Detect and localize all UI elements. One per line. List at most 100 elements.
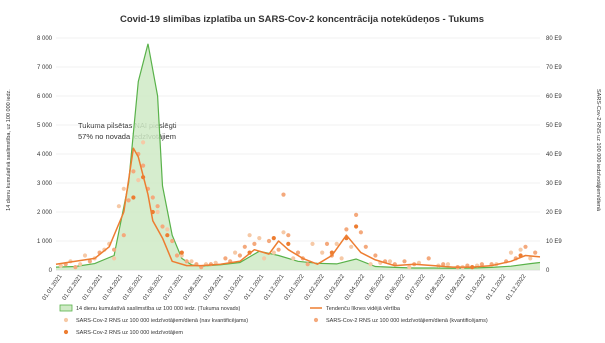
- data-point: [305, 262, 310, 267]
- data-point: [165, 233, 170, 238]
- data-point: [528, 256, 533, 261]
- data-point: [252, 241, 257, 246]
- y-tick-right: 70 E9: [546, 65, 562, 71]
- x-tick: 01.06.2021: [142, 273, 165, 302]
- data-point: [262, 256, 267, 261]
- data-point: [286, 233, 291, 238]
- data-point: [523, 244, 528, 249]
- y-axis-right-label: SARS-Cov-2 RNS uz 100 000 iedzīvotājiem/…: [595, 89, 601, 212]
- x-tick: 01.11.2022: [485, 273, 507, 301]
- legend-label: SARS-Cov-2 RNS uz 100 000 iedzīvotājiem/…: [76, 318, 248, 324]
- series-area-fill: [56, 43, 540, 270]
- data-point: [179, 253, 184, 258]
- data-point: [266, 238, 272, 244]
- legend-item: SARS-Cov-2 RNS uz 100 000 iedzīvotājiem: [63, 329, 183, 336]
- data-point: [426, 256, 431, 261]
- y-tick-right: 60 E9: [546, 94, 562, 100]
- data-point: [150, 195, 155, 200]
- data-point: [121, 233, 126, 238]
- data-point: [344, 227, 349, 232]
- y-tick-left: 1 000: [37, 239, 53, 245]
- y-tick-right: 20 E9: [546, 210, 562, 216]
- data-point: [126, 198, 131, 203]
- data-point: [141, 140, 146, 145]
- legend: 14 dienu kumulatīvā saslimstība uz 100 0…: [59, 304, 488, 336]
- data-point: [233, 250, 238, 255]
- data-point: [189, 259, 194, 264]
- data-point: [334, 241, 339, 246]
- data-point: [257, 236, 262, 241]
- legend-label: 14 dienu kumulatīvā saslimstība uz 100 0…: [76, 306, 240, 312]
- y-axis-right-ticks: 0 10 E9 20 E9 30 E9 40 E9 50 E9 60 E9 70 E9 80 E…: [546, 36, 562, 274]
- y-tick-left: 0: [49, 268, 53, 274]
- data-point: [310, 241, 315, 246]
- data-point: [87, 259, 92, 264]
- data-point: [368, 262, 373, 267]
- data-point: [445, 262, 451, 267]
- legend-swatch: [59, 304, 73, 312]
- data-point: [121, 186, 126, 191]
- x-tick: 01.04.2021: [102, 273, 125, 302]
- y-tick-right: 0: [546, 268, 550, 274]
- y-tick-right: 80 E9: [546, 36, 562, 42]
- data-point: [155, 204, 160, 209]
- legend-label: SARS-Cov-2 RNS uz 100 000 iedzīvotājiem: [76, 330, 183, 336]
- y-axis-left-ticks: 0 1 000 2 000 3 000 4 000 5 000 6 000 7 000 8 00…: [37, 36, 53, 274]
- legend-item: Tendenču līknes vidējā vērtība: [310, 306, 401, 312]
- data-point: [116, 204, 121, 209]
- x-tick: 01.05.2021: [122, 273, 145, 302]
- x-tick: 01.09.2022: [445, 273, 468, 302]
- annotation-line-2: 57% no novada iedzīvotājiem: [78, 132, 176, 141]
- data-point: [349, 244, 354, 249]
- data-point: [339, 256, 344, 261]
- data-point: [112, 256, 117, 261]
- x-tick: 01.11.2021: [243, 273, 265, 301]
- y-tick-left: 3 000: [37, 181, 53, 187]
- data-point: [271, 236, 276, 241]
- data-point: [271, 250, 276, 255]
- data-point: [242, 244, 247, 249]
- data-point: [174, 253, 180, 258]
- data-point: [281, 192, 286, 197]
- data-point: [363, 244, 368, 249]
- data-point: [165, 227, 170, 232]
- x-tick: 01.02.2022: [304, 273, 327, 302]
- data-point: [402, 259, 407, 264]
- data-point: [223, 256, 228, 261]
- data-point: [179, 250, 184, 255]
- legend-item: 14 dienu kumulatīvā saslimstība uz 100 0…: [59, 304, 240, 312]
- x-tick: 01.04.2022: [344, 273, 367, 302]
- data-point: [286, 241, 291, 246]
- y-tick-right: 50 E9: [546, 123, 562, 129]
- y-tick-left: 5 000: [37, 123, 53, 129]
- data-point: [276, 247, 281, 252]
- legend-item: SARS-Cov-2 RNS uz 100 000 iedzīvotājiem/…: [313, 317, 488, 324]
- data-point: [136, 178, 141, 183]
- data-point: [131, 169, 136, 174]
- x-tick: 01.07.2022: [405, 273, 428, 302]
- x-tick: 01.01.2022: [284, 273, 307, 302]
- data-point: [291, 256, 296, 261]
- y-tick-right: 10 E9: [546, 239, 562, 245]
- data-point: [373, 253, 378, 258]
- x-tick: 01.03.2021: [82, 273, 105, 302]
- data-point: [533, 250, 538, 255]
- y-tick-left: 6 000: [37, 94, 53, 100]
- legend-swatch: [63, 317, 69, 323]
- data-point: [78, 262, 83, 267]
- data-point: [387, 259, 393, 264]
- data-point: [518, 247, 523, 252]
- legend-swatch: [63, 329, 69, 335]
- data-point: [131, 195, 136, 200]
- data-point: [155, 209, 160, 215]
- data-point: [58, 263, 63, 268]
- legend-item: SARS-Cov-2 RNS uz 100 000 iedzīvotājiem/…: [63, 317, 248, 324]
- y-tick-left: 7 000: [37, 65, 53, 71]
- data-point: [354, 224, 359, 229]
- x-tick: 01.12.2022: [505, 273, 528, 302]
- y-tick-left: 8 000: [37, 36, 53, 42]
- data-point: [479, 262, 484, 267]
- data-point: [358, 230, 363, 235]
- legend-label: Tendenču līknes vidējā vērtība: [326, 306, 401, 312]
